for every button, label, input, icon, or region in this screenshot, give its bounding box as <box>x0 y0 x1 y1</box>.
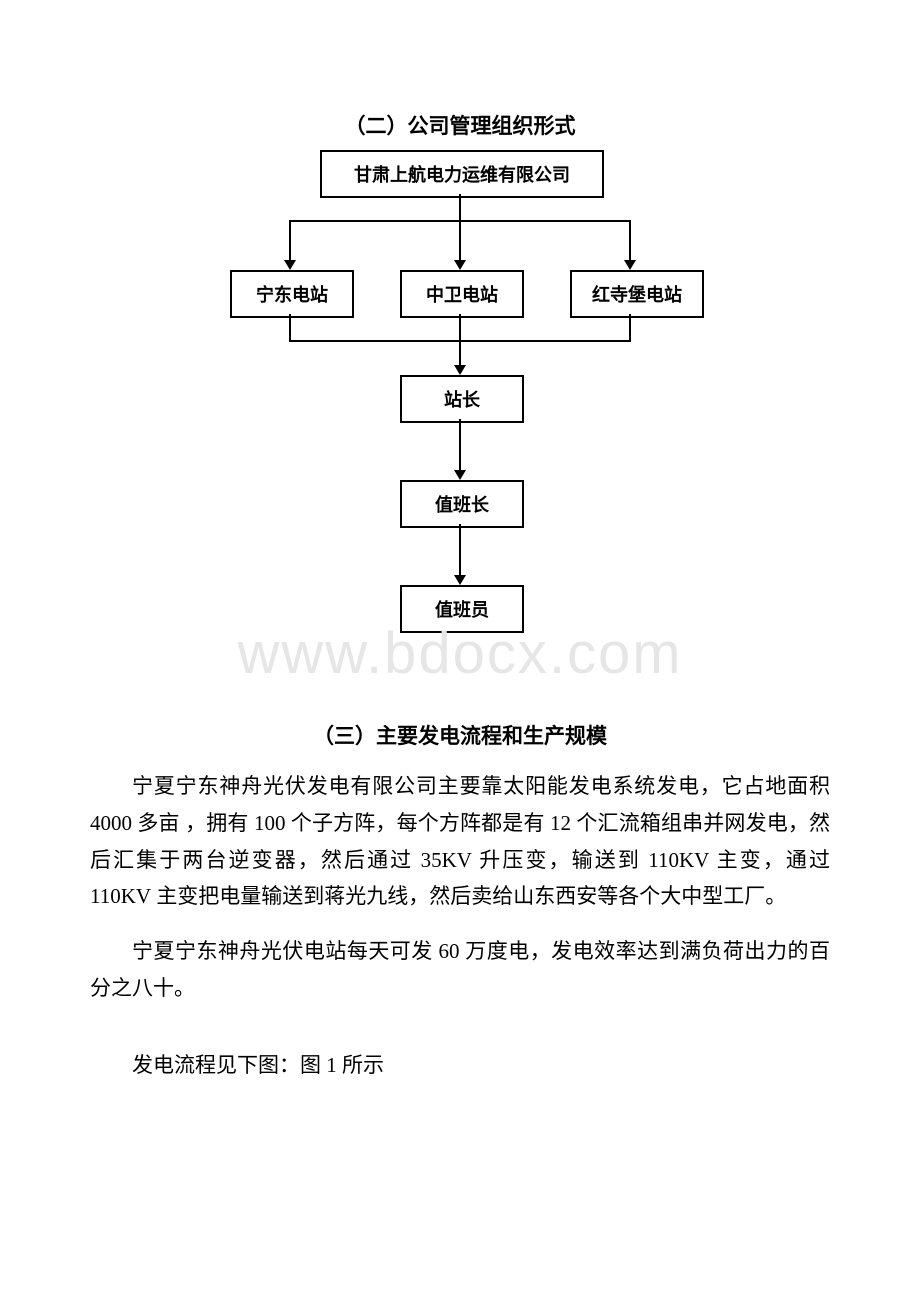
node-zhongwei: 中卫电站 <box>400 270 524 318</box>
node-hongsibao: 红寺堡电站 <box>570 270 704 318</box>
p1-mid4: 升压变，输送到 <box>472 848 648 872</box>
p1-text: 宁夏宁东神舟光伏发电有限公司主要靠太阳能发电系统发电，它占地面积 <box>132 774 830 798</box>
p3-pre: 发电流程见下图：图 <box>132 1053 326 1077</box>
p1-kv1: 35KV <box>421 848 472 872</box>
node-zhibanyuan: 值班员 <box>400 585 524 633</box>
p1-mid2: 个子方阵，每个方阵都是有 <box>285 811 550 835</box>
paragraph-1: 宁夏宁东神舟光伏发电有限公司主要靠太阳能发电系统发电，它占地面积 4000 多亩… <box>90 768 830 915</box>
p1-end: 主变把电量输送到蒋光九线，然后卖给山东西安等各个大中型工厂。 <box>151 884 786 908</box>
p2-num: 60 <box>439 939 460 963</box>
p1-kv2: 110KV <box>648 848 709 872</box>
paragraph-2: 宁夏宁东神舟光伏电站每天可发 60 万度电，发电效率达到满负荷出力的百分之八十。 <box>90 933 830 1007</box>
p1-num2: 100 <box>254 811 286 835</box>
p1-mid1: 多亩 ，拥有 <box>132 811 254 835</box>
p3-num: 1 <box>326 1053 337 1077</box>
p1-num3: 12 <box>550 811 571 835</box>
p3-end: 所示 <box>337 1053 384 1077</box>
org-flowchart: 甘肃上航电力运维有限公司 宁东电站 中卫电站 红寺堡电站 站长 值班长 <box>190 150 730 650</box>
node-ningdong: 宁东电站 <box>230 270 354 318</box>
node-company: 甘肃上航电力运维有限公司 <box>320 150 604 198</box>
p1-mid5: 主变，通过 <box>709 848 830 872</box>
heading-section-3: （三）主要发电流程和生产规模 <box>90 720 830 750</box>
p2-pre: 宁夏宁东神舟光伏电站每天可发 <box>132 939 439 963</box>
node-zhibanzhang: 值班长 <box>400 480 524 528</box>
p1-kv3: 110KV <box>90 884 151 908</box>
heading-section-2: （二）公司管理组织形式 <box>90 110 830 140</box>
node-zhanzhang: 站长 <box>400 375 524 423</box>
p1-num1: 4000 <box>90 811 132 835</box>
paragraph-3: 发电流程见下图：图 1 所示 <box>90 1047 830 1084</box>
